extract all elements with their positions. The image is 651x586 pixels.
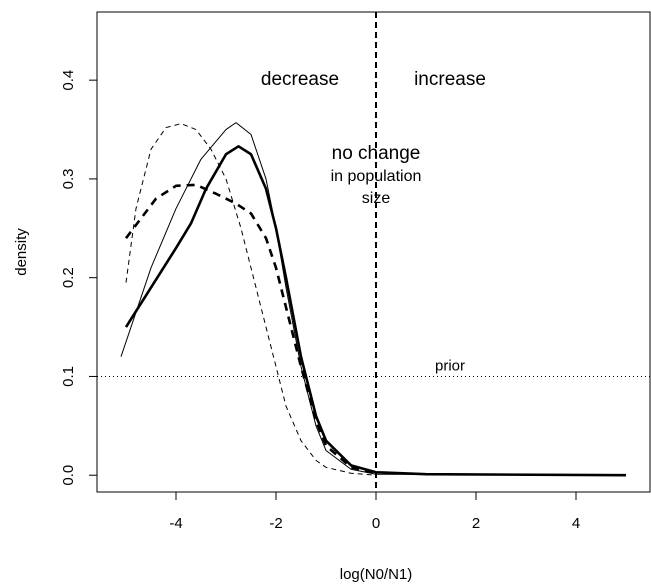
x-tick-label: -4	[169, 515, 182, 532]
y-axis-label: density	[13, 228, 30, 276]
annotation: prior	[435, 358, 465, 375]
y-tick-label: 0.3	[60, 168, 77, 189]
density-line	[125, 123, 377, 476]
y-tick-label: 0.1	[60, 366, 77, 387]
x-tick-label: -2	[269, 515, 282, 532]
density-line	[124, 183, 377, 475]
x-tick-label: 2	[472, 515, 480, 532]
annotation: in population	[331, 168, 422, 185]
y-tick-label: 0.2	[60, 267, 77, 288]
annotation: size	[362, 190, 391, 207]
plot-frame	[96, 11, 651, 493]
x-tick-label: 4	[572, 515, 580, 532]
y-tick-label: 0.4	[60, 70, 77, 91]
annotation: increase	[414, 69, 486, 90]
density-line	[124, 145, 627, 477]
annotation: decrease	[261, 69, 339, 90]
y-tick-label: 0.0	[60, 465, 77, 486]
annotation: no change	[332, 143, 421, 164]
x-tick-label: 0	[372, 515, 380, 532]
x-axis-label: log(N0/N1)	[340, 566, 413, 583]
